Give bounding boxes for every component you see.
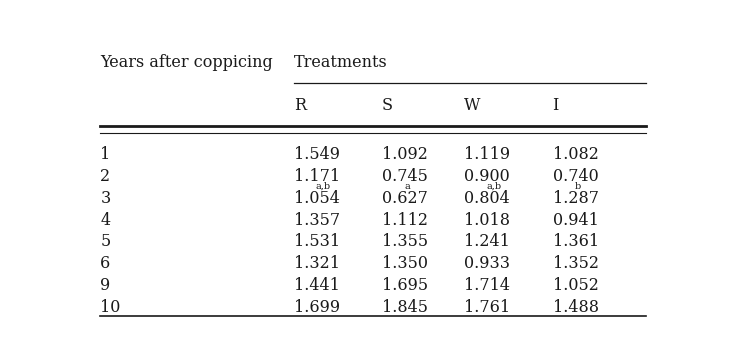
Text: 1.112: 1.112 — [382, 212, 428, 229]
Text: 5: 5 — [101, 234, 111, 251]
Text: Years after coppicing: Years after coppicing — [101, 54, 273, 71]
Text: 1.054: 1.054 — [294, 189, 340, 207]
Text: 1.018: 1.018 — [465, 212, 510, 229]
Text: 1.321: 1.321 — [294, 256, 340, 273]
Text: 1.699: 1.699 — [294, 300, 340, 316]
Text: a,b: a,b — [487, 182, 501, 191]
Text: 0.804: 0.804 — [465, 189, 510, 207]
Text: 1.171: 1.171 — [294, 167, 340, 185]
Text: 1.531: 1.531 — [294, 234, 340, 251]
Text: 1.357: 1.357 — [294, 212, 340, 229]
Text: 1.119: 1.119 — [465, 145, 510, 163]
Text: I: I — [553, 97, 559, 114]
Text: 1.761: 1.761 — [465, 300, 510, 316]
Text: 6: 6 — [101, 256, 111, 273]
Text: 0.740: 0.740 — [553, 167, 598, 185]
Text: 10: 10 — [101, 300, 120, 316]
Text: a: a — [404, 182, 410, 191]
Text: 1.352: 1.352 — [553, 256, 598, 273]
Text: 0.900: 0.900 — [465, 167, 510, 185]
Text: 1.350: 1.350 — [382, 256, 428, 273]
Text: 1.441: 1.441 — [294, 278, 340, 294]
Text: 1.714: 1.714 — [465, 278, 510, 294]
Text: 1.092: 1.092 — [382, 145, 428, 163]
Text: 1.549: 1.549 — [294, 145, 340, 163]
Text: 9: 9 — [101, 278, 111, 294]
Text: W: W — [465, 97, 481, 114]
Text: 1.082: 1.082 — [553, 145, 598, 163]
Text: 2: 2 — [101, 167, 110, 185]
Text: S: S — [382, 97, 393, 114]
Text: 1.695: 1.695 — [382, 278, 428, 294]
Text: 0.941: 0.941 — [553, 212, 598, 229]
Text: 0.627: 0.627 — [382, 189, 428, 207]
Text: 0.745: 0.745 — [382, 167, 428, 185]
Text: 1.361: 1.361 — [553, 234, 599, 251]
Text: 1.287: 1.287 — [553, 189, 598, 207]
Text: Treatments: Treatments — [294, 54, 388, 71]
Text: 1.355: 1.355 — [382, 234, 428, 251]
Text: a,b: a,b — [316, 182, 331, 191]
Text: 4: 4 — [101, 212, 110, 229]
Text: b: b — [575, 182, 581, 191]
Text: 1.488: 1.488 — [553, 300, 598, 316]
Text: 1: 1 — [101, 145, 111, 163]
Text: 1.241: 1.241 — [465, 234, 510, 251]
Text: R: R — [294, 97, 306, 114]
Text: 1.052: 1.052 — [553, 278, 598, 294]
Text: 0.933: 0.933 — [465, 256, 510, 273]
Text: 3: 3 — [101, 189, 111, 207]
Text: 1.845: 1.845 — [382, 300, 428, 316]
